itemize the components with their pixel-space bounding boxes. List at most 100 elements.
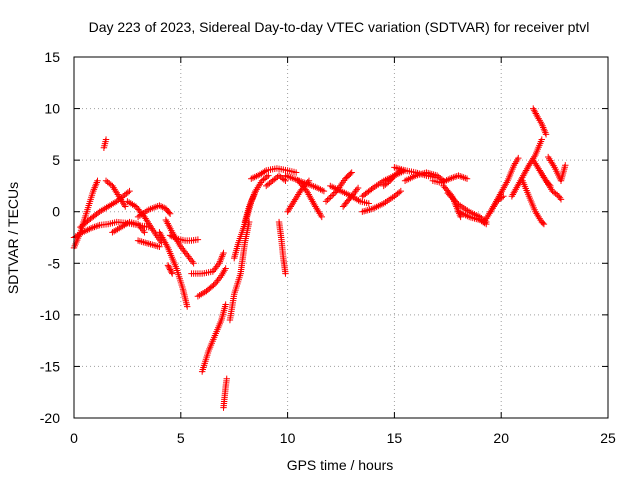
data-point <box>394 190 401 197</box>
series-arc-08 <box>134 202 174 221</box>
data-point <box>330 190 337 198</box>
data-point <box>166 264 173 272</box>
data-point <box>435 173 442 181</box>
data-point <box>94 209 102 217</box>
data-point <box>452 198 460 205</box>
y-tick-label: -15 <box>40 358 60 374</box>
y-tick-label: 5 <box>52 152 60 168</box>
series-arc-14 <box>188 249 227 277</box>
y-tick-label: 15 <box>44 49 60 65</box>
series-arc-17 <box>220 375 230 411</box>
series-arc-35 <box>429 172 471 187</box>
data-point <box>210 281 217 289</box>
series-arc-23 <box>275 218 289 277</box>
data-point <box>156 202 163 209</box>
data-point <box>451 197 458 204</box>
data-point <box>383 180 391 187</box>
data-point <box>481 219 488 227</box>
data-point <box>318 213 325 221</box>
data-point <box>445 191 453 198</box>
data-point <box>261 168 268 175</box>
data-point <box>397 187 405 195</box>
series-arc-18 <box>226 218 253 324</box>
series-arc-12 <box>166 232 202 244</box>
data-point <box>190 260 197 267</box>
data-point <box>259 169 267 176</box>
series-arc-13 <box>164 262 176 277</box>
y-tick-label: -5 <box>48 255 61 271</box>
series-arc-34 <box>401 169 447 184</box>
data-point <box>126 187 133 195</box>
data-point <box>368 185 375 193</box>
data-point <box>141 229 148 236</box>
x-tick-label: 0 <box>70 430 78 446</box>
data-point <box>325 195 333 202</box>
x-tick-label: 25 <box>600 430 616 446</box>
data-point <box>476 216 484 224</box>
series-arc-05 <box>100 136 110 151</box>
x-axis-label: GPS time / hours <box>287 457 394 473</box>
series-arc-30 <box>359 187 405 215</box>
series-arc-04 <box>102 177 129 210</box>
series-arc-22 <box>263 172 289 190</box>
series-arc-06 <box>109 218 148 236</box>
data-point <box>444 189 451 197</box>
data-point <box>171 234 179 241</box>
data-point <box>258 170 265 177</box>
data-point <box>552 190 559 197</box>
data-point <box>123 190 130 197</box>
data-point <box>304 179 311 186</box>
data-point <box>437 174 444 182</box>
data-point <box>396 189 403 196</box>
data-point <box>222 301 229 308</box>
data-point <box>538 136 545 143</box>
data-point <box>263 182 270 190</box>
data-point <box>106 180 113 187</box>
series-arc-43 <box>519 177 548 228</box>
data-point <box>260 176 267 183</box>
series-arc-24 <box>282 172 328 195</box>
series-arc-28 <box>327 182 372 207</box>
data-point <box>447 192 454 200</box>
series-arc-25 <box>284 177 313 215</box>
data-point <box>271 176 278 183</box>
series-arc-42 <box>530 105 550 138</box>
data-point <box>279 174 286 182</box>
grid-lines <box>74 57 608 418</box>
data-point <box>170 233 177 241</box>
data-point <box>549 187 556 195</box>
data-point <box>550 189 558 196</box>
data-point <box>392 191 400 199</box>
data-point <box>380 182 387 190</box>
data-point <box>256 171 264 178</box>
data-point <box>102 136 110 143</box>
data-point <box>322 198 330 205</box>
data-point <box>433 172 441 179</box>
data-point <box>542 131 550 138</box>
data-point <box>463 175 471 182</box>
data-point <box>121 191 128 199</box>
y-tick-label: 0 <box>52 204 60 220</box>
series-arc-21 <box>248 165 300 182</box>
data-point <box>557 196 565 203</box>
data-point <box>157 203 165 210</box>
series-arc-29 <box>339 184 362 210</box>
data-point <box>275 172 283 179</box>
data-point <box>478 217 485 225</box>
data-point <box>354 184 362 192</box>
data-point <box>194 236 202 243</box>
series-arc-16 <box>198 301 229 375</box>
data-point <box>165 209 173 216</box>
data-point <box>166 210 174 217</box>
data-point <box>320 187 328 195</box>
data-point <box>391 172 398 179</box>
data-point <box>448 194 456 201</box>
data-point <box>382 181 389 188</box>
data-point <box>184 303 191 310</box>
data-point <box>515 154 522 162</box>
data-point <box>104 178 111 186</box>
series-arc-45 <box>536 167 565 203</box>
data-point <box>159 203 166 211</box>
series-arc-40 <box>487 154 522 215</box>
